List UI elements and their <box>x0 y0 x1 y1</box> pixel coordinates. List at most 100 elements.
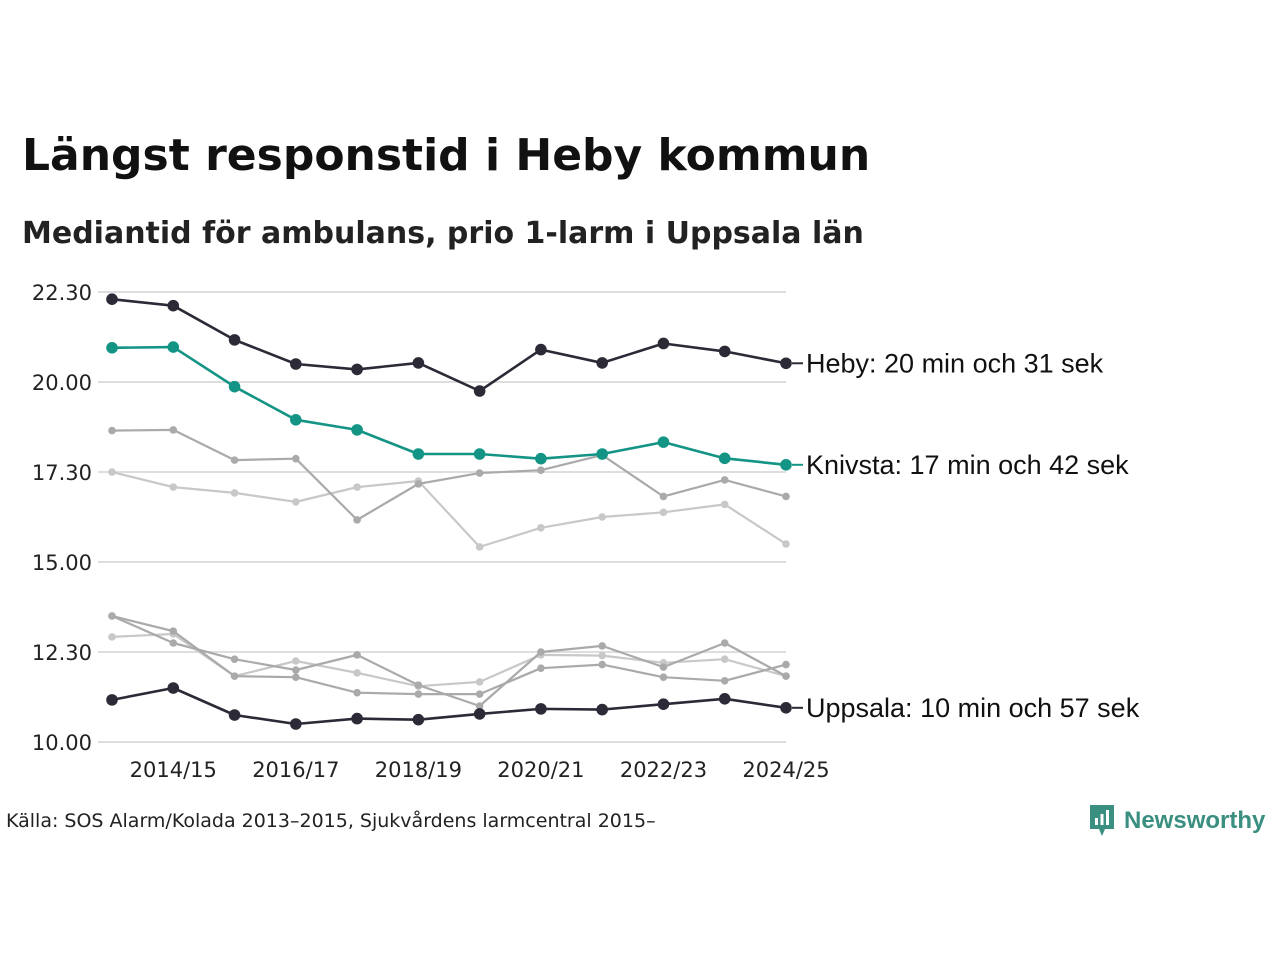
series-line <box>111 297 787 393</box>
x-tick-label: 2018/19 <box>375 758 462 782</box>
data-point <box>228 709 241 721</box>
data-point <box>596 357 608 369</box>
data-point <box>657 337 670 350</box>
x-tick-label: 2014/15 <box>130 758 217 782</box>
data-point <box>782 672 790 680</box>
data-point <box>473 448 486 460</box>
y-tick-label: 17.30 <box>32 461 92 485</box>
data-point <box>292 454 300 463</box>
data-point <box>228 334 241 346</box>
data-point <box>290 414 302 426</box>
data-point <box>228 380 241 393</box>
y-tick-label: 12.30 <box>32 641 92 665</box>
data-point <box>659 663 668 671</box>
data-point <box>108 468 116 476</box>
data-point <box>720 655 729 663</box>
data-point <box>412 357 425 369</box>
brand-name: Newsworthy <box>1124 807 1266 834</box>
data-point <box>353 688 361 697</box>
data-point <box>535 703 547 715</box>
series-label-knivsta: Knivsta: 17 min och 42 sek <box>806 450 1129 480</box>
data-point <box>292 673 300 681</box>
data-point <box>290 358 302 370</box>
data-point <box>475 702 484 710</box>
newsworthy-logo: Newsworthy <box>1088 803 1265 839</box>
data-point <box>659 508 668 517</box>
series-uppsala <box>106 682 792 730</box>
x-tick-label: 2020/21 <box>497 758 584 782</box>
data-point <box>596 703 608 716</box>
data-point <box>598 651 606 660</box>
data-point <box>780 459 792 471</box>
series-label-uppsala: Uppsala: 10 min och 57 sek <box>806 693 1140 723</box>
data-point <box>106 342 118 354</box>
data-point <box>108 633 116 641</box>
data-point <box>475 469 484 477</box>
data-point <box>720 677 729 685</box>
data-point <box>537 664 545 672</box>
data-point <box>537 648 545 656</box>
data-point <box>169 627 178 635</box>
data-point <box>353 516 361 524</box>
x-axis-ticks: 2014/15 2016/17 2018/19 2020/21 2022/23 2024/… <box>130 758 830 782</box>
data-point <box>108 426 116 435</box>
y-tick-label: 20.00 <box>32 371 92 395</box>
data-point <box>169 639 178 647</box>
newsworthy-icon <box>1090 805 1114 836</box>
data-point <box>167 682 180 694</box>
x-tick-label: 2024/25 <box>742 758 829 782</box>
series-label-heby: Heby: 20 min och 31 sek <box>806 348 1104 378</box>
data-point <box>657 698 670 710</box>
y-tick-label: 10.00 <box>32 731 92 755</box>
data-point <box>475 543 484 551</box>
data-point <box>351 424 363 436</box>
data-point <box>598 642 606 650</box>
data-point <box>596 448 608 460</box>
data-point <box>230 672 239 680</box>
series-line <box>111 470 787 548</box>
series-knivsta <box>106 341 792 471</box>
series-line <box>111 614 787 696</box>
data-point <box>475 690 484 698</box>
data-point <box>414 690 423 698</box>
data-point <box>108 612 116 620</box>
x-tick-label: 2016/17 <box>252 758 339 782</box>
gridlines <box>98 291 786 743</box>
data-point <box>353 669 361 677</box>
series-line <box>111 614 787 708</box>
data-point <box>659 492 668 501</box>
data-point <box>353 651 361 659</box>
data-point <box>106 694 118 706</box>
data-point <box>780 357 792 370</box>
data-point <box>720 639 729 647</box>
data-point <box>351 712 363 725</box>
data-point <box>535 343 547 356</box>
data-point <box>230 489 239 497</box>
data-point <box>475 678 484 686</box>
data-point <box>537 466 545 475</box>
data-point <box>782 540 790 548</box>
data-point <box>230 456 239 464</box>
data-point <box>720 500 729 509</box>
data-point <box>718 452 731 465</box>
data-point <box>782 660 790 669</box>
chart-title: Längst responstid i Heby kommun <box>22 130 871 181</box>
series-line <box>111 428 787 521</box>
data-point <box>720 476 729 484</box>
y-axis-ticks: 10.00 12.30 15.00 17.30 20.00 22.30 <box>32 281 92 755</box>
data-point <box>290 718 302 730</box>
data-point <box>780 702 792 714</box>
data-point <box>167 341 180 353</box>
data-point <box>292 498 300 506</box>
data-point <box>535 452 547 465</box>
x-tick-label: 2022/23 <box>620 758 707 782</box>
series-line <box>111 345 787 467</box>
data-point <box>782 492 790 501</box>
data-point <box>167 299 180 312</box>
data-point <box>414 480 423 488</box>
data-point <box>537 524 545 532</box>
data-point <box>351 363 363 376</box>
series-lines <box>106 293 792 730</box>
data-point <box>657 436 670 448</box>
data-point <box>473 385 486 397</box>
